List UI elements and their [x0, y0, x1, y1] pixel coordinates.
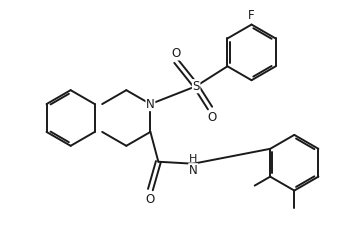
Text: F: F	[248, 9, 255, 22]
Text: O: O	[172, 47, 181, 60]
Text: O: O	[207, 111, 217, 124]
Text: N: N	[146, 98, 155, 111]
Text: O: O	[146, 193, 155, 206]
Text: N: N	[189, 164, 198, 177]
Text: S: S	[193, 80, 200, 93]
Text: H: H	[189, 154, 197, 164]
